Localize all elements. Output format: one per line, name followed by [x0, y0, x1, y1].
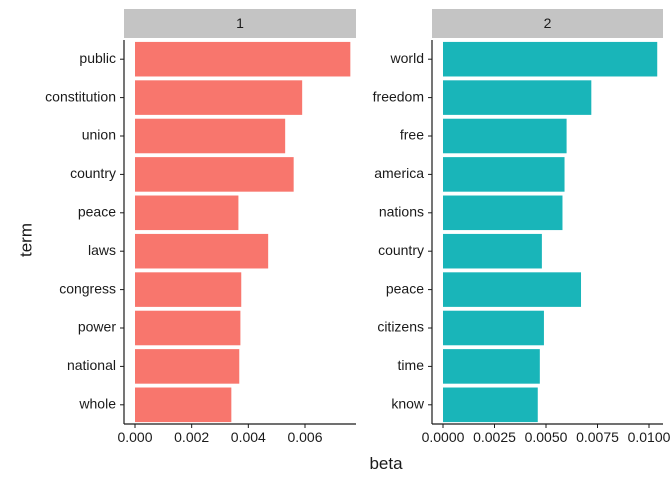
- bar-laws: [135, 233, 269, 269]
- y-tick-label: public: [79, 50, 116, 66]
- bar-public: [135, 41, 351, 77]
- y-tick-label: world: [390, 50, 424, 66]
- y-tick-label: peace: [78, 204, 116, 220]
- y-tick-label: citizens: [377, 319, 424, 335]
- bar-time: [443, 349, 540, 384]
- y-tick-label: congress: [59, 280, 116, 296]
- bar-union: [135, 118, 286, 154]
- facet-strip-label: 1: [236, 15, 244, 31]
- bar-national: [135, 349, 240, 384]
- bar-constitution: [135, 80, 303, 115]
- bar-country: [135, 157, 294, 192]
- facet-strip-2: [432, 9, 663, 38]
- y-tick-label: know: [391, 396, 425, 412]
- bar-america: [443, 157, 565, 192]
- facet-strip-label: 2: [544, 15, 552, 31]
- x-tick-label: 0.0025: [473, 429, 516, 445]
- bar-country: [443, 233, 542, 269]
- bar-know: [443, 387, 538, 423]
- y-tick-label: national: [67, 357, 116, 373]
- bar-congress: [135, 272, 242, 307]
- y-tick-label: country: [70, 165, 116, 181]
- y-tick-label: power: [78, 319, 116, 335]
- x-tick-label: 0.000: [117, 429, 152, 445]
- bar-whole: [135, 387, 232, 423]
- facet-strip-1: [124, 9, 356, 38]
- y-tick-label: constitution: [45, 88, 116, 104]
- bar-world: [443, 41, 658, 77]
- y-tick-label: country: [378, 242, 424, 258]
- bar-freedom: [443, 80, 592, 115]
- y-tick-label: america: [374, 165, 424, 181]
- bar-peace: [443, 272, 582, 307]
- y-tick-label: nations: [379, 204, 424, 220]
- x-tick-label: 0.006: [287, 429, 322, 445]
- x-tick-label: 0.0050: [525, 429, 568, 445]
- x-tick-label: 0.0075: [576, 429, 619, 445]
- y-tick-label: whole: [78, 396, 116, 412]
- bar-nations: [443, 195, 563, 231]
- x-tick-label: 0.0000: [422, 429, 465, 445]
- bar-power: [135, 310, 241, 346]
- x-tick-label: 0.002: [174, 429, 209, 445]
- y-tick-label: union: [82, 127, 116, 143]
- y-tick-label: freedom: [373, 88, 424, 104]
- x-tick-label: 0.004: [231, 429, 266, 445]
- y-axis-title: term: [16, 223, 35, 257]
- bar-free: [443, 118, 567, 154]
- y-tick-label: time: [398, 357, 425, 373]
- y-tick-label: peace: [386, 280, 424, 296]
- x-axis-title: beta: [369, 454, 403, 473]
- x-tick-label: 0.0100: [628, 429, 671, 445]
- y-tick-label: free: [400, 127, 424, 143]
- y-tick-label: laws: [88, 242, 116, 258]
- bar-citizens: [443, 310, 544, 346]
- bar-peace: [135, 195, 239, 231]
